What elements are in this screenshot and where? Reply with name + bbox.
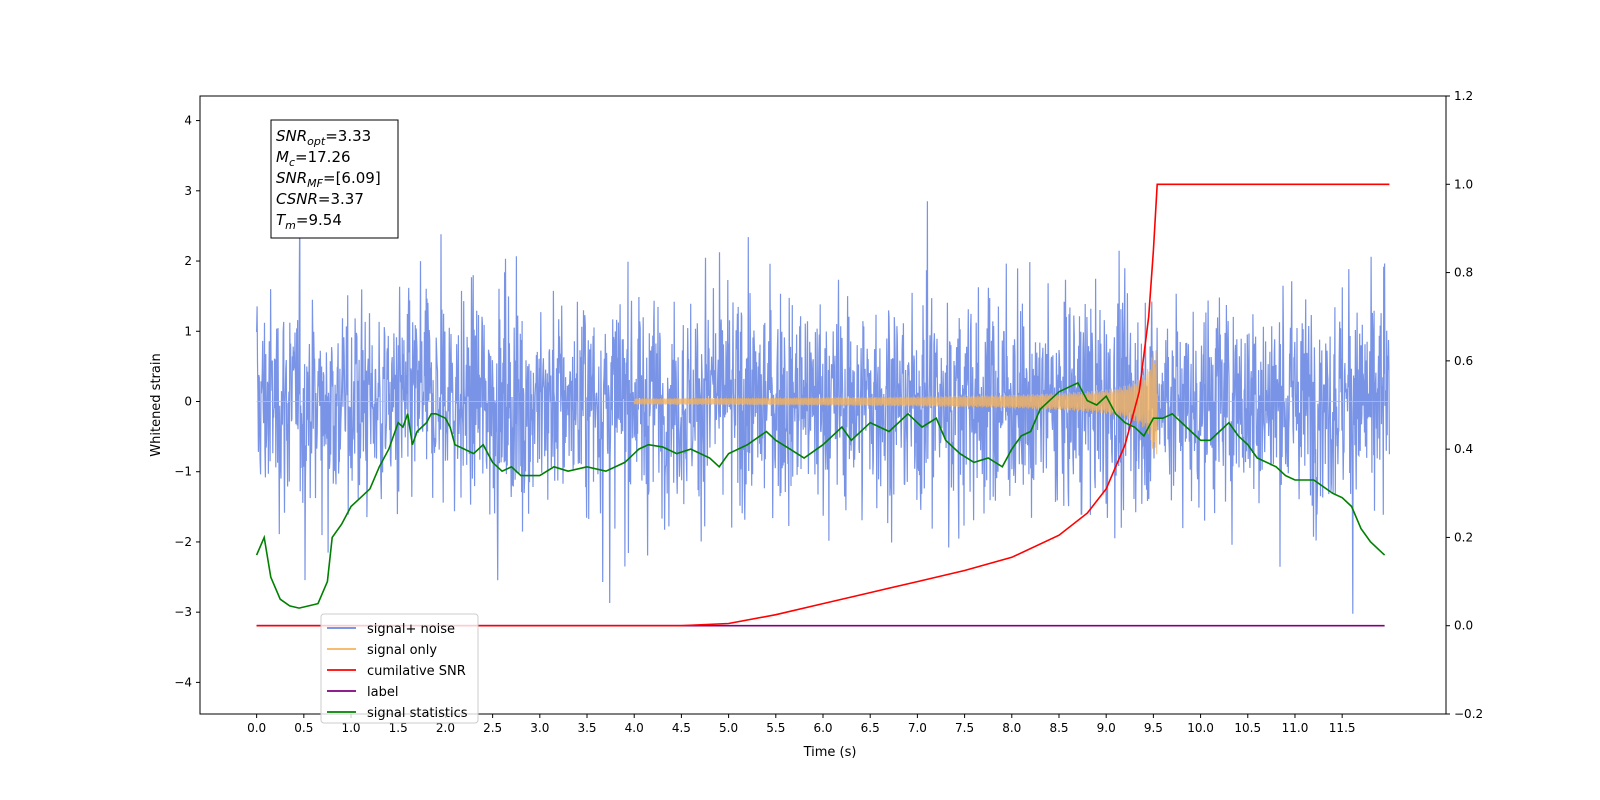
y-tick-label: −2: [174, 535, 192, 549]
annotation-box: SNRopt=3.33Mc=17.26SNRMF=[6.09]CSNR=3.37…: [270, 119, 399, 239]
x-tick-label: 8.5: [1049, 721, 1068, 735]
x-tick-label: 7.5: [955, 721, 974, 735]
x-tick-label: 1.0: [341, 721, 360, 735]
y-tick-label: −4: [174, 675, 192, 689]
x-tick-label: 9.5: [1144, 721, 1163, 735]
y-tick-label: 3: [184, 184, 192, 198]
y-tick-label: −3: [174, 605, 192, 619]
x-tick-label: 5.0: [719, 721, 738, 735]
x-tick-label: 0.5: [294, 721, 313, 735]
y-tick-label: −1: [174, 465, 192, 479]
y2-tick-label: −0.2: [1454, 707, 1483, 721]
legend-frame: [320, 613, 479, 724]
y2-tick-label: 1.0: [1454, 177, 1473, 191]
x-tick-label: 2.5: [483, 721, 502, 735]
x-tick-label: 2.0: [436, 721, 455, 735]
x-tick-label: 6.0: [813, 721, 832, 735]
legend: signal+ noise signal only cumilative SNR la…: [320, 613, 479, 724]
annotation-subscript: m: [285, 219, 296, 232]
annotation-subscript: c: [289, 156, 295, 169]
x-tick-label: 10.0: [1187, 721, 1214, 735]
annotation-symbol: SNR: [276, 169, 307, 187]
x-tick-label: 7.0: [908, 721, 927, 735]
x-tick-label: 3.5: [577, 721, 596, 735]
annotation-symbol: SNR: [276, 127, 307, 145]
annotation-subscript: opt: [307, 135, 326, 148]
y-axis-label: Whitened strain: [149, 353, 164, 456]
x-tick-label: 11.0: [1282, 721, 1309, 735]
y2-tick-label: 0.6: [1454, 354, 1473, 368]
legend-label: cumilative SNR: [367, 664, 466, 679]
y2-tick-label: 1.2: [1454, 89, 1473, 103]
annotation-value: =3.33: [325, 127, 371, 145]
annotation-line: Mc=17.26: [276, 148, 351, 169]
y2-tick-label: 0.8: [1454, 266, 1473, 280]
annotation-value: =17.26: [295, 148, 351, 166]
y-tick-label: 1: [184, 324, 192, 338]
series-signal-statistics-line: [255, 381, 1386, 609]
x-tick-label: 9.0: [1097, 721, 1116, 735]
y2-tick-label: 0.0: [1454, 619, 1473, 633]
x-tick-label: 8.0: [1002, 721, 1021, 735]
series-cumulative-snr-line: [256, 183, 1390, 627]
x-tick-label: 4.0: [625, 721, 644, 735]
annotation-line: SNRMF=[6.09]: [276, 169, 381, 190]
axis-ticks: 0.0 0.5 1.0 1.5 2.0 2.5 3.0 3.5 4.0 4.5 5.0 5.5 6.0 6…: [174, 89, 1483, 735]
x-tick-label: 6.5: [861, 721, 880, 735]
y-tick-label: 4: [184, 114, 192, 128]
legend-label: signal+ noise: [367, 622, 455, 637]
annotation-symbol: CSNR: [276, 190, 318, 208]
x-tick-label: 5.5: [766, 721, 785, 735]
x-tick-label: 11.5: [1329, 721, 1356, 735]
annotation-value: =[6.09]: [323, 169, 381, 187]
legend-label: signal only: [367, 643, 437, 658]
y-tick-label: 0: [184, 394, 192, 408]
annotation-value: =3.37: [318, 190, 364, 208]
annotation-line: Tm=9.54: [276, 211, 342, 232]
annotation-subscript: MF: [307, 177, 323, 190]
x-tick-label: 0.0: [247, 721, 266, 735]
x-tick-label: 1.5: [389, 721, 408, 735]
annotation-frame: [270, 119, 399, 239]
legend-label: label: [367, 685, 398, 700]
x-tick-label: 10.5: [1234, 721, 1261, 735]
series-signal-noise-line: [256, 201, 1390, 614]
annotation-line: CSNR=3.37: [276, 190, 364, 208]
y2-tick-label: 0.2: [1454, 530, 1473, 544]
legend-label: signal statistics: [367, 706, 468, 721]
y2-tick-label: 0.4: [1454, 442, 1473, 456]
x-tick-label: 3.0: [530, 721, 549, 735]
x-tick-label: 4.5: [672, 721, 691, 735]
y-tick-label: 2: [184, 254, 192, 268]
annotation-symbol: T: [276, 211, 287, 229]
annotation-line: SNRopt=3.33: [276, 127, 371, 148]
x-axis-label: Time (s): [803, 745, 857, 760]
annotation-value: =9.54: [296, 211, 342, 229]
series-signal-only-line: [256, 350, 1390, 455]
annotation-symbol: M: [276, 148, 289, 166]
